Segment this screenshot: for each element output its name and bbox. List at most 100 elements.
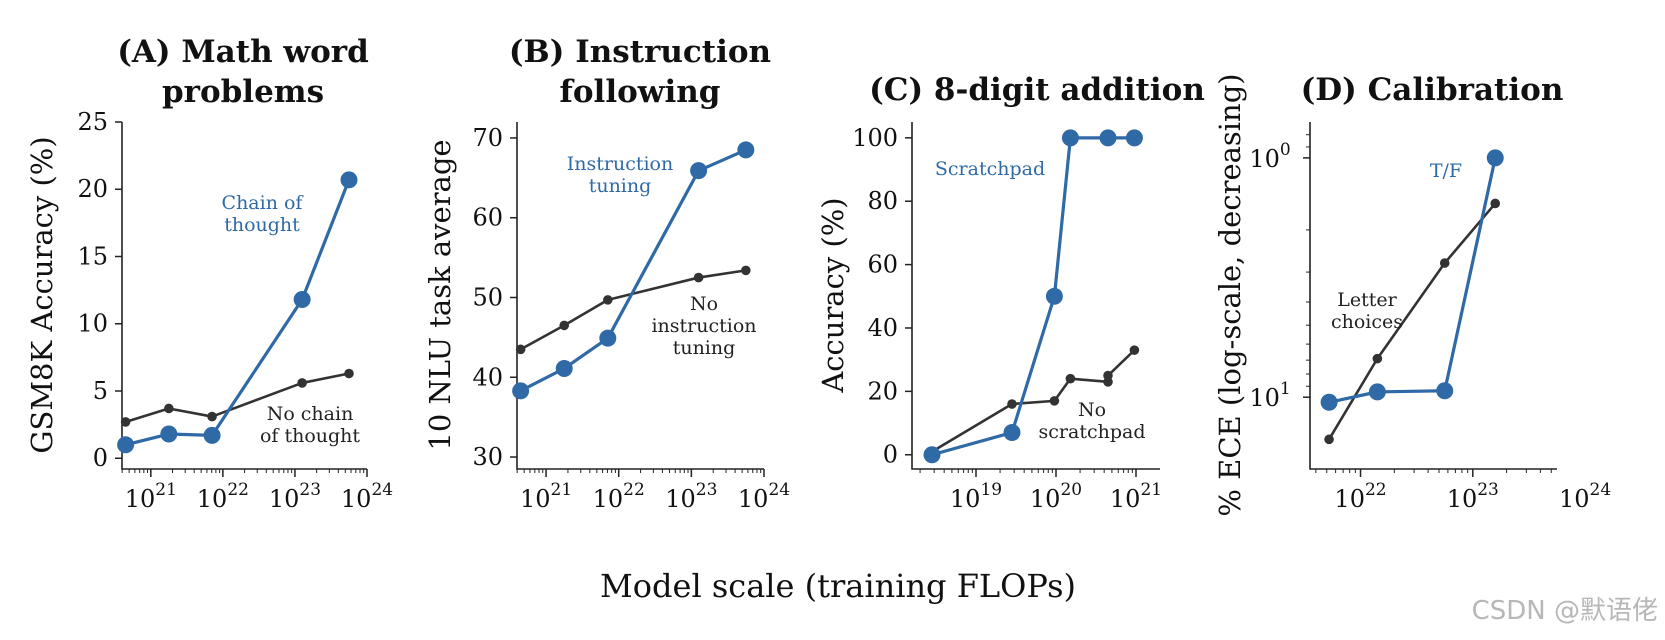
panel-C-point-no-scratchpad — [1065, 373, 1076, 384]
panel-D-point-t-f — [1320, 393, 1338, 411]
panel-B-point-no-instruction-tuning — [693, 272, 704, 283]
panel-B-ytick-label: 40 — [472, 363, 503, 391]
panel-A-title-line: (A) Math word — [117, 34, 369, 70]
panel-C-xtick-label: 1020 — [1030, 480, 1082, 513]
panel-A-ytick-label: 25 — [77, 108, 108, 136]
panel-B-point-no-instruction-tuning — [559, 320, 570, 331]
panel-C-point-no-scratchpad — [1103, 370, 1113, 381]
panel-C-point-scratchpad — [1099, 129, 1117, 147]
panel-B-title-line: following — [560, 74, 721, 110]
panel-D-point-t-f — [1436, 382, 1454, 400]
panel-B-point-no-instruction-tuning — [603, 295, 613, 305]
panel-C-y-axis-label: Accuracy (%) — [816, 197, 850, 393]
panel-D-point-t-f — [1368, 383, 1386, 401]
panel-D-label-letter-choices: Letter choices — [1331, 289, 1403, 333]
x-axis-label: Model scale (training FLOPs) — [600, 567, 1076, 605]
panel-A-ytick-label: 5 — [93, 377, 108, 405]
panel-D-axes — [1309, 122, 1557, 470]
panel-A-point-chain-of-thought — [203, 426, 221, 444]
panel-A-label-no-chain-of-thought: No chain of thought — [260, 403, 360, 447]
panel-D-xtick-label: 1023 — [1447, 480, 1499, 513]
panel-C-ytick-label: 60 — [867, 251, 898, 279]
panel-C-ytick-label: 40 — [867, 314, 898, 342]
panel-B-xtick-label: 1022 — [593, 480, 645, 513]
panel-D: (D) Calibration % ECE (log-scale, decreas… — [1213, 72, 1611, 517]
panel-A-xtick-label: 1021 — [125, 480, 177, 513]
panel-B-ytick-label: 60 — [472, 204, 503, 232]
panel-B-ytick-label: 70 — [472, 124, 503, 152]
panel-C-ytick-label: 80 — [867, 187, 898, 215]
panel-A-point-chain-of-thought — [160, 425, 178, 443]
panel-C-axes — [911, 122, 1160, 470]
panel-A-ytick-label: 20 — [77, 175, 108, 203]
panel-C-title-line: (C) 8-digit addition — [869, 72, 1205, 108]
panel-A-ytick-label: 10 — [77, 310, 108, 338]
panel-A-point-no-chain-of-thought — [344, 368, 354, 379]
panel-A-xtick-label: 1023 — [269, 480, 321, 513]
panel-C-point-scratchpad — [1125, 129, 1143, 147]
panel-C: (C) 8-digit addition Accuracy (%) 0 20 40 60 8… — [816, 72, 1205, 513]
panel-D-line-letter-choices — [1327, 202, 1497, 441]
panel-B-y-axis-label: 10 NLU task average — [423, 139, 457, 450]
panel-D-xtick-label: 1024 — [1559, 480, 1611, 513]
panel-A: (A) Math word problems GSM8K Accuracy (%) 0… — [25, 34, 393, 513]
panel-C-point-no-scratchpad — [1129, 345, 1140, 355]
panel-C-point-scratchpad — [1061, 129, 1079, 147]
panel-A-point-chain-of-thought — [340, 171, 358, 189]
panel-A-point-no-chain-of-thought — [164, 403, 174, 414]
panel-B-point-instruction-tuning — [599, 329, 617, 347]
panel-B-point-instruction-tuning — [690, 162, 708, 180]
panel-D-ytick-label: 100 — [1249, 140, 1290, 173]
panel-C-ytick-label: 100 — [852, 124, 898, 152]
panel-B-xtick-label: 1023 — [665, 480, 717, 513]
panel-D-point-letter-choices — [1372, 353, 1383, 364]
panel-D-point-letter-choices — [1490, 198, 1501, 209]
panel-A-label-chain-of-thought: Chain of thought — [222, 192, 305, 236]
panel-B-ytick-label: 50 — [472, 283, 503, 311]
panel-D-xtick-label: 1022 — [1334, 480, 1386, 513]
panel-D-y-axis-label: % ECE (log-scale, decreasing) — [1213, 73, 1247, 516]
panel-B-xtick-label: 1021 — [520, 480, 572, 513]
panel-A-point-no-chain-of-thought — [120, 417, 131, 427]
panel-B-label-no-instruction-tuning: No instruction tuning — [651, 293, 756, 359]
panel-A-point-chain-of-thought — [293, 291, 311, 309]
panel-D-title-line: (D) Calibration — [1301, 72, 1564, 108]
panel-D-label-t-f: T/F — [1430, 160, 1462, 182]
panel-D-point-letter-choices — [1324, 434, 1334, 445]
panel-A-point-chain-of-thought — [117, 436, 135, 454]
panel-C-point-scratchpad — [1045, 287, 1063, 305]
panel-C-xtick-label: 1021 — [1110, 480, 1162, 513]
panel-A-ytick-label: 0 — [93, 444, 108, 472]
panel-B-point-instruction-tuning — [512, 382, 530, 400]
panel-A-point-no-chain-of-thought — [207, 411, 217, 422]
panel-B-point-no-instruction-tuning — [741, 265, 751, 276]
watermark: CSDN @默语佬 — [1472, 596, 1658, 626]
panel-C-label-no-scratchpad: No scratchpad — [1039, 399, 1146, 443]
panel-C-point-no-scratchpad — [1049, 396, 1060, 406]
panel-A-xtick-label: 1024 — [341, 480, 393, 513]
panel-D-point-letter-choices — [1439, 258, 1450, 268]
panel-C-point-no-scratchpad — [1007, 399, 1017, 409]
panel-C-point-scratchpad — [923, 446, 941, 464]
panel-B-ytick-label: 30 — [472, 443, 503, 471]
panel-B: (B) Instruction following 10 NLU task aver… — [423, 34, 790, 513]
panel-C-point-scratchpad — [1003, 424, 1021, 442]
panel-A-ytick-label: 15 — [77, 242, 108, 270]
panel-C-ytick-label: 0 — [883, 441, 898, 469]
panel-B-title-line: (B) Instruction — [509, 34, 771, 70]
panel-D-ytick-label: 101 — [1249, 379, 1290, 412]
panel-B-label-instruction-tuning: Instruction tuning — [567, 153, 673, 197]
panel-C-label-scratchpad: Scratchpad — [935, 158, 1045, 180]
panel-A-xtick-label: 1022 — [197, 480, 249, 513]
panel-A-y-axis-label: GSM8K Accuracy (%) — [25, 136, 59, 453]
panel-B-point-no-instruction-tuning — [515, 344, 526, 355]
panel-B-point-instruction-tuning — [555, 359, 573, 377]
panel-C-ytick-label: 20 — [867, 377, 898, 405]
panel-B-point-instruction-tuning — [737, 141, 755, 159]
panel-B-xtick-label: 1024 — [738, 480, 790, 513]
panel-A-title-line: problems — [162, 74, 324, 110]
panel-C-xtick-label: 1019 — [950, 480, 1002, 513]
panel-A-point-no-chain-of-thought — [297, 378, 307, 388]
panel-D-point-t-f — [1486, 149, 1504, 167]
